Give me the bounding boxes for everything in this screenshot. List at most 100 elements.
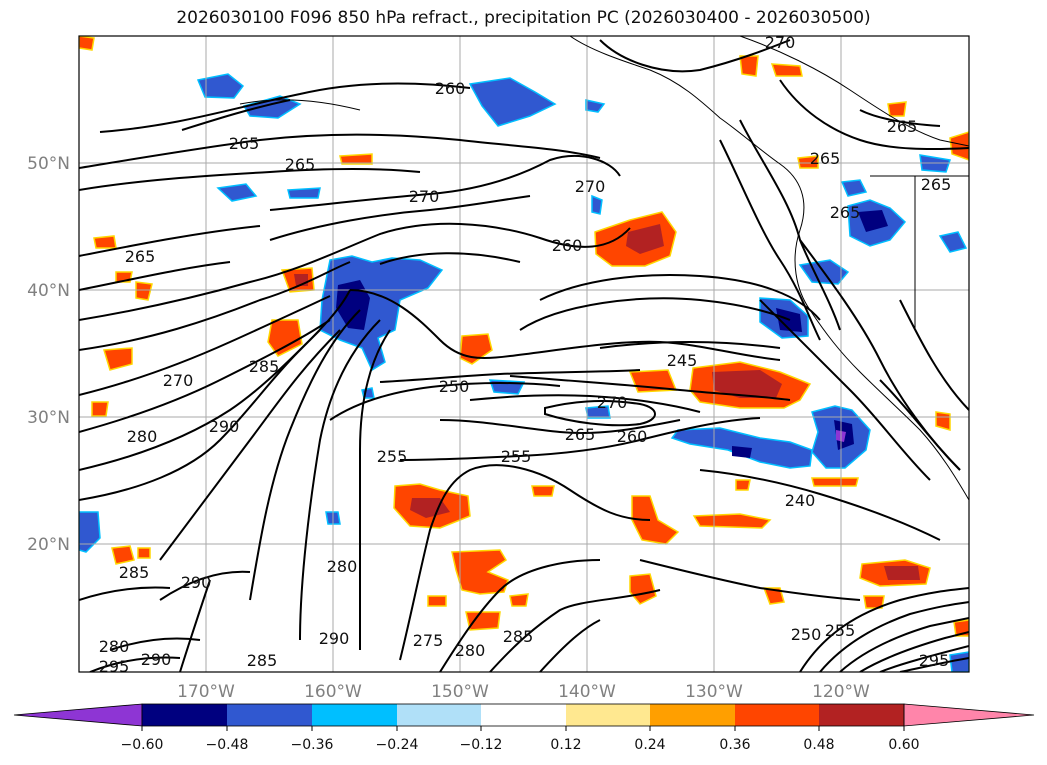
contour-label: 285 (503, 627, 534, 646)
precip-patch (465, 611, 501, 631)
precip-patch (762, 587, 785, 605)
precip-patch (840, 179, 868, 197)
lat-label: 40°N (27, 281, 70, 301)
precip-patch (692, 513, 772, 529)
lon-label: 170°W (177, 682, 235, 702)
colorbar-tick-label: −0.24 (376, 737, 419, 753)
colorbar-ticks (141, 726, 905, 731)
precip-patch (887, 101, 907, 117)
precip-patch (739, 55, 759, 77)
precip-patch (287, 187, 321, 199)
contour-label: 290 (181, 573, 212, 592)
lon-label: 140°W (558, 682, 616, 702)
refractivity-contours (79, 39, 969, 672)
contour-label: 260 (435, 79, 466, 98)
contour-label: 255 (501, 447, 532, 466)
colorbar-tick-label: 0.60 (888, 737, 919, 753)
precip-patch (339, 153, 373, 165)
precip-patch (427, 595, 447, 607)
contour-label: 270 (765, 33, 796, 52)
precip-patch (935, 411, 951, 431)
colorbar-tick-label: −0.60 (121, 737, 164, 753)
precip-patch (949, 651, 969, 672)
contour-label: 290 (319, 629, 350, 648)
colorbar-tick-label: −0.48 (206, 737, 249, 753)
contour-label: 280 (327, 557, 358, 576)
colorbar-tick-label: 0.24 (634, 737, 665, 753)
contour-label: 260 (552, 236, 583, 255)
contour-label: 265 (887, 117, 918, 136)
contour-label: 250 (791, 625, 822, 644)
contour-label: 285 (249, 357, 280, 376)
contour-label: 265 (229, 134, 260, 153)
precip-patch (811, 477, 859, 487)
colorbar-tick-label: −0.36 (291, 737, 334, 753)
lat-label: 50°N (27, 154, 70, 174)
precip-patch (629, 573, 657, 605)
precip-patch (858, 210, 888, 232)
contour-label: 280 (455, 641, 486, 660)
colorbar-segment (819, 704, 904, 726)
contour-label: 255 (377, 447, 408, 466)
contour-label: 265 (921, 175, 952, 194)
colorbar-segment (312, 704, 397, 726)
colorbar-segment (227, 704, 312, 726)
colorbar-segment (397, 704, 481, 726)
contour-label: 270 (163, 371, 194, 390)
precip-patch (591, 194, 603, 215)
contour-label: 285 (119, 563, 150, 582)
contour-label: 280 (127, 427, 158, 446)
colorbar-tick-label: 0.12 (550, 737, 581, 753)
contour-label: 250 (439, 377, 470, 396)
precip-patch (336, 280, 370, 330)
precip-patch (797, 155, 819, 169)
contour-label: 295 (919, 651, 950, 670)
contour-label: 290 (209, 417, 240, 436)
precipitation-shading (79, 36, 969, 672)
colorbar-extend-low (13, 703, 143, 727)
colorbar-segment (566, 704, 650, 726)
contour-label: 270 (597, 393, 628, 412)
precip-patch (585, 99, 606, 113)
colorbar-segment (481, 704, 566, 726)
contour-label: 265 (285, 155, 316, 174)
precip-patch (451, 549, 509, 595)
precip-patch (770, 63, 803, 77)
precip-patch (93, 235, 117, 249)
colorbar-segment (650, 704, 735, 726)
precip-patch (137, 547, 151, 559)
contour-labels: 270 260 265 265 265 270 270 260 265 265 … (99, 33, 952, 676)
lon-label: 160°W (304, 682, 362, 702)
precip-patch (196, 73, 245, 99)
precip-patch (712, 370, 782, 398)
contour-label: 280 (99, 637, 130, 656)
contour-label: 245 (667, 351, 698, 370)
contour-label: 265 (810, 149, 841, 168)
precip-patch (468, 77, 557, 127)
colorbar-extend-high (903, 703, 1035, 727)
lat-label: 20°N (27, 535, 70, 555)
contour-label: 285 (247, 651, 278, 670)
contour-label: 265 (565, 425, 596, 444)
precip-patch (111, 545, 135, 565)
precip-patch (531, 485, 555, 497)
precip-patch (732, 446, 752, 458)
contour-label: 270 (575, 177, 606, 196)
contour-label: 275 (413, 631, 444, 650)
precip-patch (135, 281, 153, 301)
contour-label: 260 (617, 427, 648, 446)
contour-label: 255 (825, 621, 856, 640)
lon-label: 120°W (812, 682, 870, 702)
lon-label: 150°W (431, 682, 489, 702)
contour-label: 265 (830, 203, 861, 222)
contour-label: 240 (785, 491, 816, 510)
contour-label: 265 (125, 247, 156, 266)
precip-patch (216, 183, 258, 202)
graticule (79, 36, 969, 672)
precip-patch (509, 593, 529, 607)
precip-patch (91, 401, 109, 417)
precip-patch (267, 319, 303, 357)
lon-label: 130°W (685, 682, 743, 702)
contour-label: 290 (141, 650, 172, 669)
